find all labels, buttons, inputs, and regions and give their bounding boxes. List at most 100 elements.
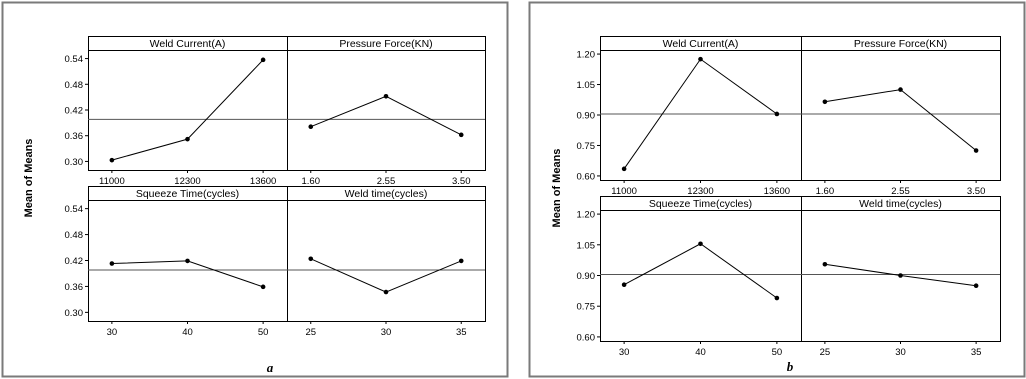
panel-box [88,36,288,171]
y-tick-label: 0.54 [65,54,84,65]
y-tick-label: 0.30 [65,308,84,319]
data-point [698,241,703,247]
panel-title: Weld Current(A) [150,38,226,50]
x-tick-label: 25 [820,347,831,358]
data-point [898,273,903,278]
figure-frame [528,1,1026,378]
x-tick-label: 11000 [99,176,125,187]
panel-1: Weld Current(A) 11000 12300 13600 0.30 0.36 0.… [65,36,288,187]
data-point [260,57,266,63]
x-tick-label: 35 [456,327,467,338]
y-axis-label: Mean of Means [551,149,563,228]
x-tick-label: 11000 [611,186,637,197]
x-tick-label: 40 [695,347,706,358]
data-point [621,166,627,172]
y-tick-label: 0.75 [577,141,596,152]
panel-3: Squeeze Time(cycles) 30 40 50 0.30 0.36 0.42 0.… [65,186,288,338]
data-point [822,99,828,105]
y-tick-label: 0.60 [577,171,596,182]
x-tick-label: 50 [258,327,269,338]
chart-b: Weld Current(A) 11000 12300 13600 0.60 0.75 0.… [528,1,1026,378]
y-tick-label: 0.54 [65,204,84,215]
x-tick-label: 3.50 [967,186,986,197]
data-point [973,283,979,289]
panel-box [801,36,1001,181]
x-tick-label: 40 [182,327,193,338]
x-tick-label: 30 [619,347,630,358]
y-tick-label: 0.48 [65,230,84,241]
data-point [774,295,780,301]
x-tick-label: 30 [381,327,392,338]
y-tick-label: 0.75 [577,302,596,313]
y-tick-label: 0.30 [65,157,84,168]
panel-1: Weld Current(A) 11000 12300 13600 0.60 0.75 0.… [577,36,802,197]
x-tick-label: 12300 [174,176,200,187]
x-tick-label: 3.50 [452,176,471,187]
data-point [383,93,389,99]
panel-2: Pressure Force(KN) 1.60 2.55 3.50 [287,36,486,187]
chart-a: Weld Current(A) 11000 12300 13600 0.30 0.36 0.… [1,1,509,378]
y-tick-label: 1.20 [577,210,596,221]
figure-caption: b [787,359,794,374]
x-tick-label: 30 [107,327,118,338]
panel-title: Weld Current(A) [663,38,739,50]
x-tick-label: 50 [772,347,783,358]
data-point [308,256,314,262]
panel-2: Pressure Force(KN) 1.60 2.55 3.50 [801,36,1001,197]
y-tick-label: 0.90 [577,111,596,122]
panel-title: Squeeze Time(cycles) [136,188,239,200]
y-tick-label: 1.20 [577,50,596,61]
y-tick-label: 0.90 [577,271,596,282]
data-point [898,87,903,92]
panel-title: Weld time(cycles) [345,188,428,200]
data-point [308,124,314,130]
x-tick-label: 1.60 [816,186,835,197]
panel-title: Pressure Force(KN) [339,38,432,50]
data-point [260,284,266,290]
panel-title: Pressure Force(KN) [854,38,947,50]
y-tick-label: 0.42 [65,106,84,117]
x-tick-label: 13600 [764,186,790,197]
panel-3: Squeeze Time(cycles) 30 40 50 0.60 0.75 0.90 1.… [577,196,802,358]
y-tick-label: 0.36 [65,282,84,293]
y-tick-label: 1.05 [577,240,596,251]
data-point [458,258,464,264]
panel-box [287,186,486,322]
data-point [383,289,389,295]
data-point [458,132,464,138]
data-point [185,258,190,264]
data-point [109,261,115,266]
data-point [109,157,115,163]
figure-frame [1,1,509,378]
y-tick-label: 0.42 [65,256,84,267]
panel-box [88,186,288,322]
panel-4: Weld time(cycles) 25 30 35 [287,186,486,338]
x-tick-label: 1.60 [302,176,321,187]
panel-title: Squeeze Time(cycles) [649,198,752,210]
data-point [698,56,703,62]
x-tick-label: 13600 [250,176,276,187]
data-point [973,148,979,153]
x-tick-label: 35 [971,347,982,358]
x-tick-label: 30 [895,347,906,358]
data-point [185,136,190,142]
y-axis-label: Mean of Means [23,139,35,218]
panel-title: Weld time(cycles) [859,198,942,210]
x-tick-label: 12300 [687,186,713,197]
y-tick-label: 0.36 [65,131,84,142]
panel-box [600,196,802,342]
data-point [822,261,828,267]
x-tick-label: 25 [305,327,316,338]
panel-box [801,196,1001,342]
y-tick-label: 1.05 [577,80,596,91]
panel-4: Weld time(cycles) 25 30 35 [801,196,1001,358]
panel-box [287,36,486,171]
figure-caption: a [267,360,274,375]
x-tick-label: 2.55 [891,186,910,197]
y-tick-label: 0.60 [577,332,596,343]
x-tick-label: 2.55 [377,176,396,187]
data-point [774,111,780,117]
data-point [621,282,627,288]
y-tick-label: 0.48 [65,80,84,91]
